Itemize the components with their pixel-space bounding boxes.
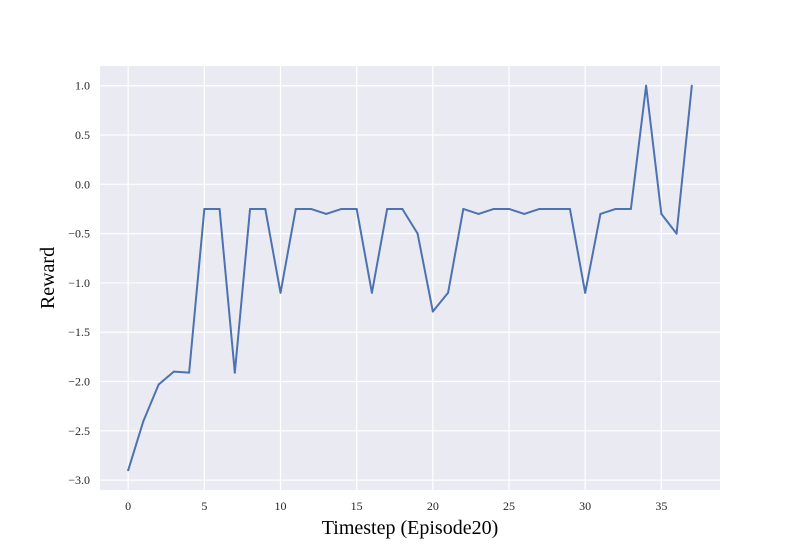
data-point (279, 291, 282, 294)
data-point (233, 371, 236, 374)
x-tick-label: 0 (125, 499, 131, 513)
data-point (431, 310, 434, 313)
series-line (127, 84, 693, 471)
data-point (370, 291, 373, 294)
x-tick-label: 10 (275, 499, 287, 513)
data-point (355, 207, 358, 210)
data-point (629, 207, 632, 210)
y-tick-label: 0.0 (75, 177, 90, 191)
data-point (218, 207, 221, 210)
x-tick-label: 25 (503, 499, 515, 513)
data-point (553, 207, 556, 210)
data-point (188, 371, 191, 374)
y-tick-label: −2.0 (68, 375, 90, 389)
data-point (157, 383, 160, 386)
data-point (142, 419, 145, 422)
data-point (127, 469, 130, 472)
y-tick-label: −0.5 (68, 227, 90, 241)
data-point (584, 291, 587, 294)
x-axis-label: Timestep (Episode20) (322, 517, 498, 539)
y-tick-label: 0.5 (75, 128, 90, 142)
y-tick-label: −3.0 (68, 473, 90, 487)
data-point (401, 207, 404, 210)
x-tick-label: 20 (427, 499, 439, 513)
x-tick-label: 15 (351, 499, 363, 513)
y-tick-label: −1.0 (68, 276, 90, 290)
x-tick-label: 30 (579, 499, 591, 513)
data-point (309, 207, 312, 210)
data-point (477, 212, 480, 215)
data-point (523, 212, 526, 215)
x-tick-label: 35 (655, 499, 667, 513)
y-tick-label: −2.5 (68, 424, 90, 438)
data-point (203, 207, 206, 210)
data-point (416, 232, 419, 235)
series (127, 84, 693, 472)
data-point (675, 232, 678, 235)
grid (100, 66, 720, 490)
data-point (386, 207, 389, 210)
data-point (447, 291, 450, 294)
data-point (294, 207, 297, 210)
data-point (568, 207, 571, 210)
data-point (492, 207, 495, 210)
data-point (340, 207, 343, 210)
data-point (690, 84, 693, 87)
data-point (172, 370, 175, 373)
y-tick-label: 1.0 (75, 79, 90, 93)
y-tick-label: −1.5 (68, 325, 90, 339)
data-point (462, 207, 465, 210)
data-point (264, 207, 267, 210)
data-point (508, 207, 511, 210)
y-axis-label: Reward (37, 247, 59, 309)
x-tick-label: 5 (201, 499, 207, 513)
plot-area (100, 66, 720, 490)
data-point (325, 212, 328, 215)
data-point (538, 207, 541, 210)
tick-labels: 0 5 10 15 20 25 30 35 −3.0 −2.5 −2.0 −1.5 −1.0 −0.5 0.… (68, 79, 667, 513)
data-point (660, 212, 663, 215)
data-point (249, 207, 252, 210)
data-point (599, 212, 602, 215)
data-point (614, 207, 617, 210)
data-point (645, 84, 648, 87)
